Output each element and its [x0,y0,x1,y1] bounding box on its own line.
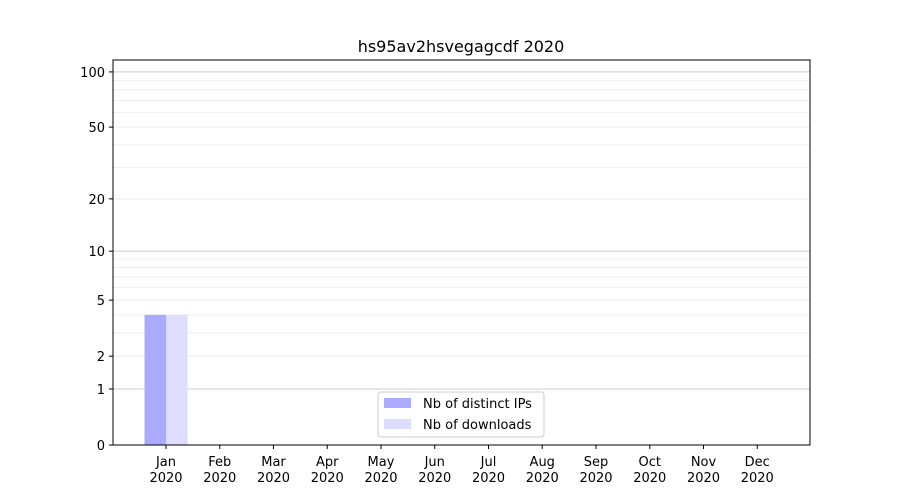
x-tick-label: 2020 [257,471,290,486]
x-tick-label: Jun [424,455,445,470]
chart-title: hs95av2hsvegagcdf 2020 [358,37,565,56]
x-tick-label: May [368,455,395,470]
x-tick-label: 2020 [472,471,505,486]
x-tick-label: Jul [480,455,497,470]
bar [166,314,188,445]
x-tick-label: 2020 [526,471,559,486]
x-tick-label: Dec [745,455,770,470]
y-tick-label: 0 [97,439,105,454]
y-tick-label: 1 [97,383,105,398]
x-tick-label: Jan [155,455,176,470]
x-tick-label: Aug [530,455,555,470]
y-tick-label: 2 [97,350,105,365]
x-tick-label: Feb [208,455,231,470]
legend-swatch [384,398,411,408]
y-tick-label: 5 [97,294,105,309]
legend-box [377,391,545,438]
x-tick-label: Apr [316,455,339,470]
plot-frame [112,59,811,446]
x-tick-label: 2020 [741,471,774,486]
x-tick-label: 2020 [149,471,182,486]
x-tick-label: Mar [261,455,286,470]
bar [144,314,166,445]
legend: Nb of distinct IPs Nb of downloads [377,391,545,438]
legend-swatch [384,419,411,429]
y-tick-label: 20 [88,193,105,208]
x-tick-label: Oct [639,455,661,470]
x-tick-label: 2020 [418,471,451,486]
x-tick-label: 2020 [633,471,666,486]
x-tick-label: Sep [584,455,609,470]
legend-label: Nb of distinct IPs [423,397,532,412]
x-tick-label: Nov [691,455,717,470]
y-tick-label: 100 [80,66,105,81]
x-tick-label: 2020 [311,471,344,486]
legend-label: Nb of downloads [423,418,532,433]
x-tick-label: 2020 [579,471,612,486]
y-tick-label: 50 [88,121,105,136]
y-tick-label: 10 [88,245,105,260]
x-tick-label: 2020 [364,471,397,486]
x-tick-label: 2020 [687,471,720,486]
x-tick-label: 2020 [203,471,236,486]
